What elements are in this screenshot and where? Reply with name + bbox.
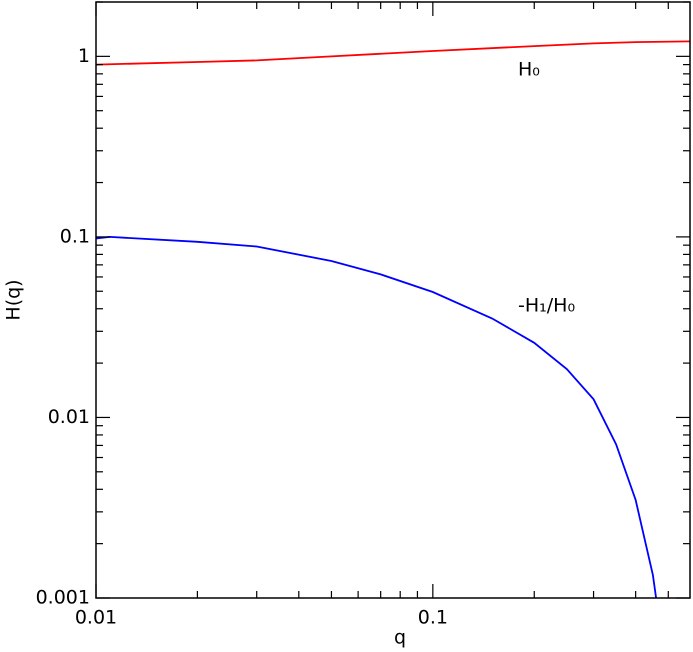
series-line — [95, 235, 657, 599]
y-tick-label: 0.01 — [48, 406, 90, 428]
plot-frame — [95, 1, 691, 599]
series-label: H₀ — [518, 59, 540, 81]
y-axis-label: H(q) — [3, 279, 25, 320]
series-line — [95, 40, 691, 66]
x-tick-label: 0.1 — [418, 607, 448, 629]
y-tick-label: 0.1 — [60, 225, 90, 247]
y-tick-label: 1 — [78, 45, 90, 67]
x-axis-label: q — [394, 627, 406, 649]
series-label: -H₁/H₀ — [518, 295, 575, 317]
x-tick-label: 0.01 — [75, 607, 117, 629]
y-tick-label: 0.001 — [36, 587, 90, 609]
